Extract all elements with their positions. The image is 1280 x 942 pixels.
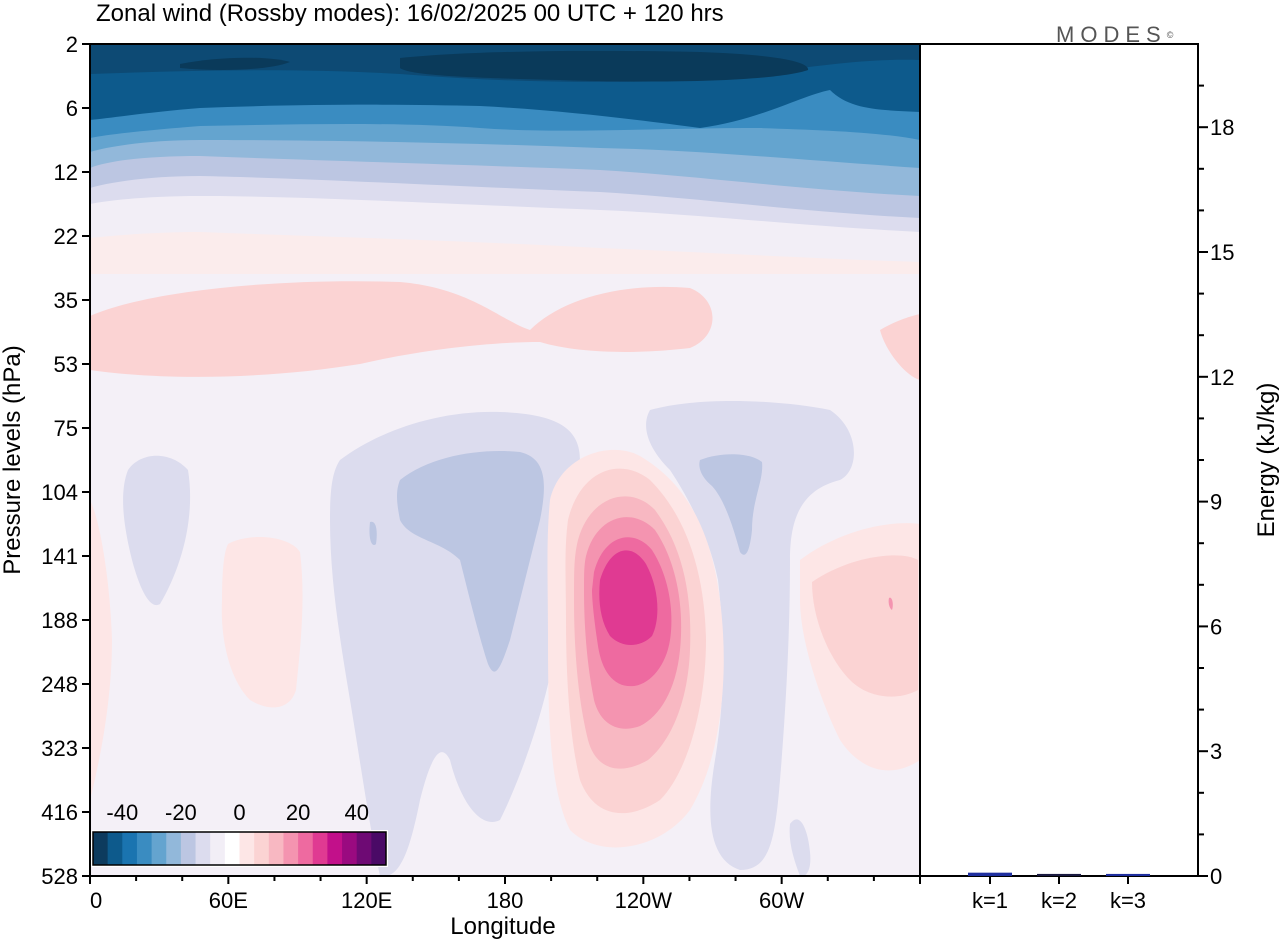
y-tick-label: 12 <box>54 160 78 185</box>
y-tick-label: 528 <box>41 864 78 889</box>
logo-text: MODES <box>1056 22 1167 47</box>
colorbar-swatch <box>93 832 109 865</box>
energy-bar <box>968 872 1012 876</box>
y-tick-label: 104 <box>41 480 78 505</box>
y-axis-title: Pressure levels (hPa) <box>0 345 26 574</box>
colorbar-swatch <box>268 832 284 865</box>
colorbar-label: -20 <box>165 800 197 825</box>
colorbar-swatch <box>224 832 240 865</box>
colorbar-label: 40 <box>344 800 368 825</box>
x-tick-label: 60E <box>209 888 248 913</box>
chart-title: Zonal wind (Rossby modes): 16/02/2025 00… <box>96 0 724 27</box>
colorbar-swatch <box>342 832 358 865</box>
colorbar-label: 20 <box>286 800 310 825</box>
longitude-axis: 0 60E 120E 180 120W 60W <box>89 876 921 913</box>
colorbar-swatch <box>151 832 167 865</box>
colorbar-label: 0 <box>233 800 245 825</box>
energy-bar <box>1106 873 1150 876</box>
energy-tick-label: 12 <box>1210 365 1234 390</box>
bar-category-label: k=3 <box>1110 888 1146 913</box>
energy-tick-label: 15 <box>1210 240 1234 265</box>
x-tick-label: 120E <box>341 888 392 913</box>
y-tick-label: 53 <box>54 352 78 377</box>
y-tick-label: 2 <box>66 32 78 57</box>
energy-axis: 0 3 6 9 12 15 18 <box>1198 84 1234 889</box>
y-tick-label: 141 <box>41 544 78 569</box>
colorbar-swatch <box>298 832 314 865</box>
energy-tick-label: 9 <box>1210 490 1222 515</box>
energy-bars: k=1 k=2 k=3 <box>968 872 1150 913</box>
colorbar-swatch <box>356 832 372 865</box>
y-tick-label: 6 <box>66 96 78 121</box>
y-tick-label: 22 <box>54 224 78 249</box>
colorbar-swatch <box>327 832 343 865</box>
energy-bar <box>1037 873 1081 876</box>
colorbar-swatch <box>283 832 299 865</box>
colorbar-frame <box>92 831 387 866</box>
logo-mark: © <box>1166 30 1174 40</box>
colorbar-swatch <box>210 832 226 865</box>
y-tick-label: 35 <box>54 288 78 313</box>
x-tick-label: 0 <box>90 888 102 913</box>
y-tick-label: 248 <box>41 672 78 697</box>
y-tick-label: 75 <box>54 416 78 441</box>
modes-logo: MODES© <box>1056 22 1173 48</box>
colorbar-swatch <box>254 832 270 865</box>
colorbar-swatch <box>166 832 182 865</box>
bar-category-label: k=1 <box>972 888 1008 913</box>
colorbar-swatch <box>195 832 211 865</box>
colorbar-swatch <box>312 832 328 865</box>
energy-axis-title: Energy (kJ/kg) <box>1253 383 1280 538</box>
energy-tick-label: 18 <box>1210 115 1234 140</box>
y-tick-label: 323 <box>41 736 78 761</box>
y-tick-label: 188 <box>41 608 78 633</box>
bar-category-label: k=2 <box>1041 888 1077 913</box>
x-tick-label: 120W <box>615 888 673 913</box>
colorbar-swatch <box>239 832 255 865</box>
colorbar-label: -40 <box>106 800 138 825</box>
energy-tick-label: 0 <box>1210 864 1222 889</box>
x-tick-label: 60W <box>759 888 804 913</box>
energy-tick-label: 6 <box>1210 614 1222 639</box>
colorbar-swatch <box>180 832 197 865</box>
colorbar-swatch <box>136 832 153 865</box>
colorbar-swatch <box>107 832 123 865</box>
zonal-wind-heatmap <box>90 44 920 876</box>
colorbar-swatch <box>122 832 138 865</box>
bar-frame <box>919 43 1199 877</box>
y-tick-label: 416 <box>41 800 78 825</box>
pressure-axis: 2 6 12 22 35 53 75 104 141 188 248 323 416 528 <box>41 32 90 889</box>
energy-tick-label: 3 <box>1210 739 1222 764</box>
x-axis-title: Longitude <box>450 913 555 940</box>
colorbar: -40 -20 0 20 40 <box>91 800 388 867</box>
x-tick-label: 180 <box>487 888 524 913</box>
colorbar-swatch <box>371 832 387 865</box>
